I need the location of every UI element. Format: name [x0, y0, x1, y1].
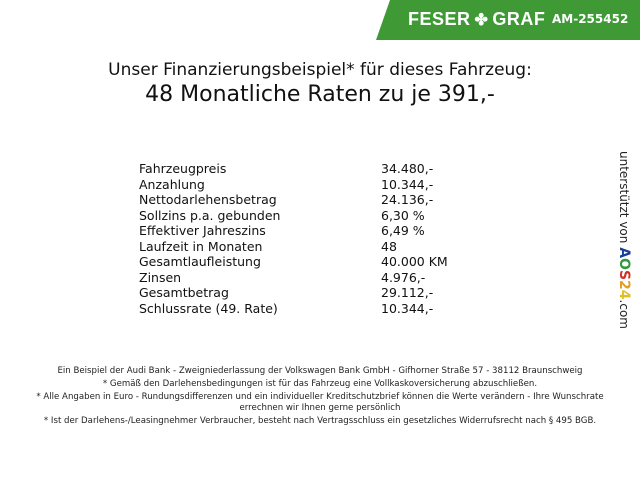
table-row: Gesamtlaufleistung 40.000 KM: [139, 254, 448, 270]
table-row: Fahrzeugpreis 34.480,-: [139, 161, 448, 177]
row-value: 6,49 %: [381, 223, 425, 238]
table-row: Sollzins p.a. gebunden 6,30 %: [139, 208, 448, 224]
table-row: Schlussrate (49. Rate) 10.344,-: [139, 301, 448, 317]
footer-line: * Alle Angaben in Euro - Rundungsdiffere…: [36, 392, 604, 413]
aos24-logo: AOS24: [616, 247, 632, 300]
row-label: Gesamtbetrag: [139, 285, 229, 300]
table-row: Zinsen 4.976,-: [139, 270, 448, 286]
clover-icon: ✤: [474, 12, 489, 29]
row-value: 10.344,-: [381, 176, 434, 192]
footer-line: * Gemäß den Darlehensbedingungen ist für…: [102, 379, 538, 389]
footer-line: * Ist der Darlehens-/Leasingnehmer Verbr…: [43, 415, 597, 426]
table-row: Effektiver Jahreszins 6,49 %: [139, 223, 448, 239]
logo-letter: 2: [616, 280, 632, 290]
row-value: 34.480,-: [381, 161, 434, 176]
logo-letter: S: [616, 269, 632, 281]
vehicle-code: AM-255452: [552, 12, 629, 26]
row-label: Gesamtlaufleistung: [139, 254, 261, 269]
brand-left: FESER: [408, 9, 471, 29]
row-label: Anzahlung: [139, 176, 205, 192]
footer-disclaimer: Ein Beispiel der Audi Bank - Zweignieder…: [20, 366, 620, 429]
table-row: Anzahlung 10.344,-: [139, 177, 448, 193]
row-value: 6,30 %: [381, 207, 425, 223]
table-row: Nettodarlehensbetrag 24.136,-: [139, 192, 448, 208]
row-label: Fahrzeugpreis: [139, 161, 227, 176]
row-value: 40.000 KM: [381, 254, 448, 269]
title-line2: 48 Monatliche Raten zu je 391,-: [145, 82, 495, 107]
logo-letter: A: [616, 247, 632, 259]
row-label: Effektiver Jahreszins: [139, 223, 266, 238]
row-value: 48: [381, 238, 397, 254]
dealer-banner: [376, 0, 640, 40]
row-value: 10.344,-: [381, 300, 434, 316]
supported-by-label: unterstützt von: [617, 151, 631, 244]
row-label: Zinsen: [139, 269, 182, 285]
title-line1: Unser Finanzierungsbeispiel* für dieses …: [108, 60, 532, 80]
table-row: Laufzeit in Monaten 48: [139, 239, 448, 255]
brand-right: GRAF: [492, 9, 546, 29]
supported-by: unterstützt von AOS24.com: [616, 151, 632, 329]
row-value: 4.976,-: [381, 269, 426, 285]
row-label: Sollzins p.a. gebunden: [139, 207, 281, 223]
logo-letter: 4: [616, 289, 632, 300]
row-label: Laufzeit in Monaten: [139, 238, 263, 254]
row-value: 24.136,-: [381, 192, 434, 207]
row-label: Nettodarlehensbetrag: [139, 192, 277, 207]
footer-line: Ein Beispiel der Audi Bank - Zweignieder…: [57, 366, 583, 376]
dealer-logo: FESER ✤ GRAF: [408, 9, 545, 30]
logo-letter: O: [616, 258, 632, 270]
row-value: 29.112,-: [381, 285, 434, 300]
aos24-domain: .com: [617, 299, 631, 329]
table-row: Gesamtbetrag 29.112,-: [139, 285, 448, 301]
finance-table: Fahrzeugpreis 34.480,- Anzahlung 10.344,- Ne…: [139, 161, 448, 316]
row-label: Schlussrate (49. Rate): [139, 300, 278, 316]
